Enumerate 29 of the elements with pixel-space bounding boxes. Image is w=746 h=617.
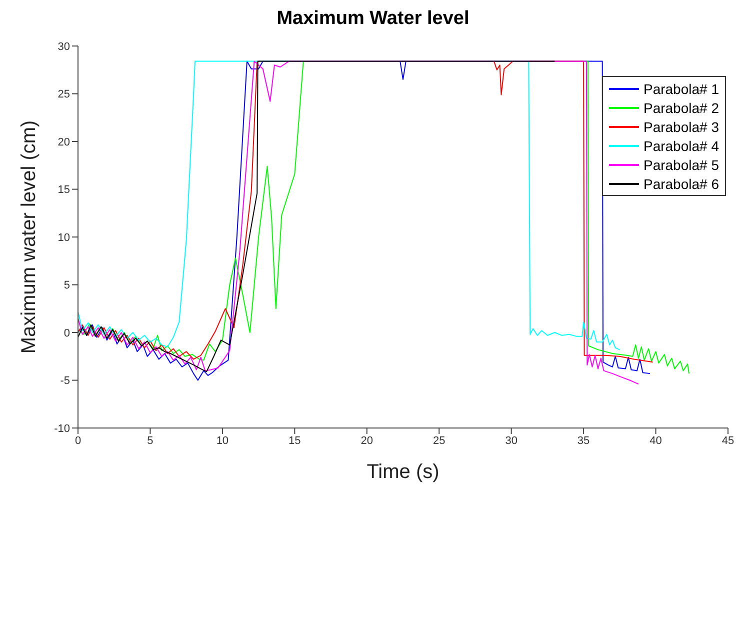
y-tick-label: -10 [54, 422, 70, 435]
chart-title: Maximum Water level [276, 8, 470, 31]
x-axis-title: Time (s) [366, 461, 440, 483]
x-tick-label: 10 [216, 434, 229, 447]
legend-label: Parabola# 1 [643, 80, 719, 96]
legend-label: Parabola# 6 [643, 176, 719, 192]
y-tick-label: 15 [58, 184, 70, 196]
line-series [78, 60, 556, 372]
y-tick-label: 25 [58, 88, 70, 101]
x-tick-label: 25 [432, 434, 446, 447]
y-tick-label: -5 [60, 375, 70, 388]
y-tick-label: 0 [64, 327, 70, 340]
x-tick-label: 30 [505, 434, 518, 447]
y-tick-label: 5 [64, 280, 70, 292]
y-axis-title: Maximum water level (cm) [18, 120, 40, 354]
x-tick-label: 40 [650, 434, 662, 447]
y-tick-label: 30 [58, 40, 70, 53]
legend-label: Parabola# 2 [643, 100, 719, 116]
legend-label: Parabola# 3 [643, 118, 719, 134]
legend-label: Parabola# 4 [643, 138, 719, 154]
y-tick-label: 10 [58, 232, 70, 244]
x-tick-label: 0 [74, 434, 82, 447]
x-tick-label: 45 [722, 434, 734, 447]
legend-label: Parabola# 5 [643, 156, 719, 172]
x-tick-label: 35 [577, 434, 590, 447]
x-tick-label: 15 [288, 434, 301, 447]
y-tick-label: 20 [58, 136, 70, 148]
x-tick-label: 20 [360, 434, 374, 447]
x-tick-label: 5 [147, 434, 154, 447]
